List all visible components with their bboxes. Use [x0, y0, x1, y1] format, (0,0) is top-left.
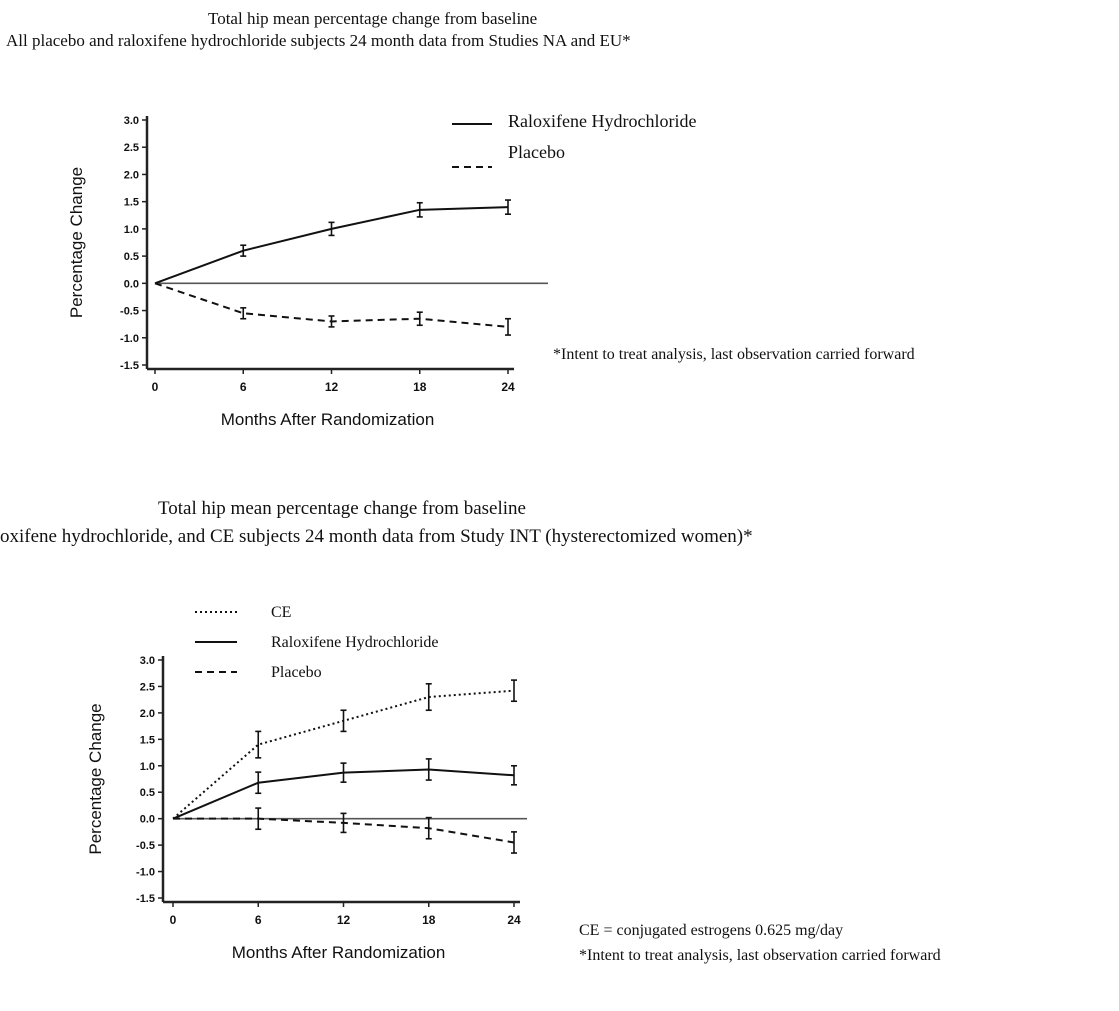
chart1-y-tick-label: 3.0 — [124, 115, 139, 127]
chart1-x-axis-label: Months After Randomization — [221, 410, 435, 429]
chart2-y-tick-label: 1.5 — [140, 734, 155, 746]
chart2-footnote-itt: *Intent to treat analysis, last observat… — [579, 947, 941, 964]
chart1-x-tick-label: 18 — [413, 380, 427, 394]
chart2-series-raloxifene-hydrochloride-line — [172, 768, 515, 820]
chart2-y-tick-label: 3.0 — [140, 655, 155, 667]
chart2-y-tick-label: -1.0 — [136, 867, 155, 879]
chart1-series-raloxifene-hydrochloride-line — [154, 206, 509, 285]
chart2-y-tick-label: 2.5 — [140, 681, 155, 693]
chart2-legend-label-raloxifene: Raloxifene Hydrochloride — [271, 634, 439, 651]
chart2-x-tick-label: 0 — [170, 913, 177, 927]
chart1-y-tick-label: 2.0 — [124, 169, 139, 181]
chart1-y-tick-label: 1.0 — [124, 224, 139, 236]
chart2-y-tick-label: 1.0 — [140, 761, 155, 773]
chart2-series-ce-line — [172, 689, 515, 820]
chart2-y-axis-label: Percentage Change — [86, 703, 105, 854]
chart2-y-tick-label: -1.5 — [136, 893, 155, 905]
chart1-y-tick-label: -0.5 — [120, 306, 139, 318]
chart2-x-tick-label: 18 — [422, 913, 436, 927]
chart1-y-tick-label: 2.5 — [124, 142, 139, 154]
chart1-x-tick-label: 6 — [240, 380, 247, 394]
chart1-legend-label-placebo: Placebo — [508, 142, 565, 162]
chart2-footnote-ce: CE = conjugated estrogens 0.625 mg/day — [579, 922, 844, 939]
chart1-title: Total hip mean percentage change from ba… — [208, 9, 538, 28]
chart1-x-tick-label: 12 — [325, 380, 339, 394]
chart2-y-tick-label: -0.5 — [136, 840, 155, 852]
chart1-y-tick-label: 0.0 — [124, 278, 139, 290]
chart1-x-tick-label: 24 — [501, 380, 515, 394]
chart2-legend-label-ce: CE — [271, 604, 292, 621]
chart2-x-tick-label: 12 — [337, 913, 351, 927]
chart2-x-tick-label: 24 — [507, 913, 521, 927]
chart1-y-axis-label: Percentage Change — [67, 167, 86, 318]
chart2-y-tick-label: 0.0 — [140, 814, 155, 826]
chart1-footnote: *Intent to treat analysis, last observat… — [553, 346, 915, 363]
chart1-x-tick-label: 0 — [152, 380, 159, 394]
chart2-subtitle: oxifene hydrochloride, and CE subjects 2… — [0, 526, 753, 547]
chart2-y-tick-label: 2.0 — [140, 708, 155, 720]
chart1-legend-label-raloxifene: Raloxifene Hydrochloride — [508, 111, 697, 131]
chart1-y-tick-label: 0.5 — [124, 251, 139, 263]
chart2-x-tick-label: 6 — [255, 913, 262, 927]
chart1-series-placebo-line — [154, 282, 509, 328]
chart2-x-axis-label: Months After Randomization — [232, 943, 446, 962]
chart1-subtitle: All placebo and raloxifene hydrochloride… — [6, 31, 631, 50]
chart1-y-tick-label: 1.5 — [124, 197, 139, 209]
chart2-legend-label-placebo: Placebo — [271, 664, 322, 681]
chart2-title: Total hip mean percentage change from ba… — [158, 498, 526, 519]
chart2-y-tick-label: 0.5 — [140, 787, 155, 799]
chart1-y-tick-label: -1.5 — [120, 360, 139, 372]
chart1-y-tick-label: -1.0 — [120, 333, 139, 345]
chart2-series-placebo-line — [173, 817, 515, 844]
